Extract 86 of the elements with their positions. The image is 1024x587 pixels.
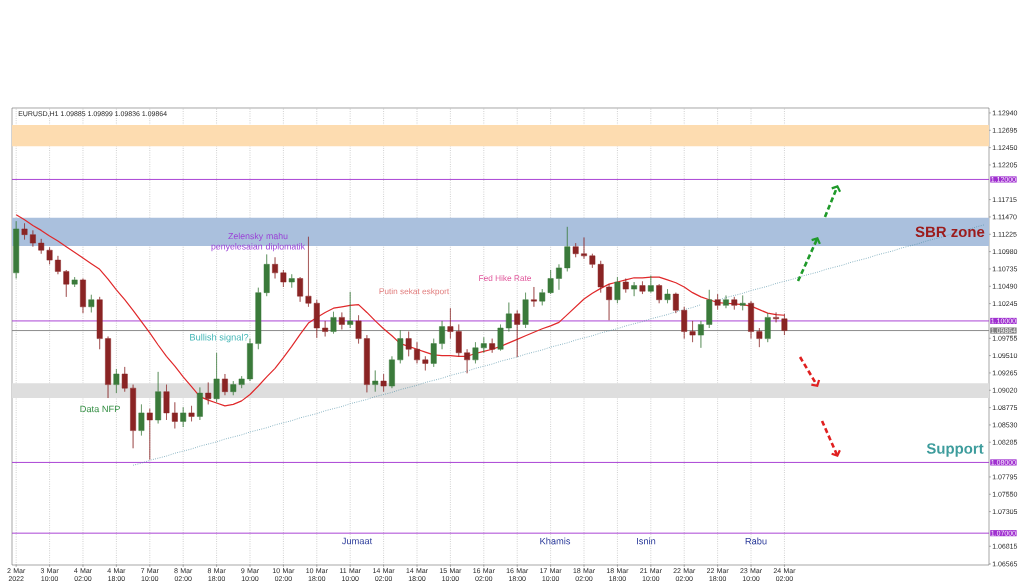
candlestick xyxy=(405,331,412,357)
candlestick xyxy=(222,373,228,396)
candlestick xyxy=(155,371,162,424)
candlestick xyxy=(572,242,579,258)
candlestick xyxy=(706,289,713,329)
candlestick xyxy=(280,269,287,288)
candlestick xyxy=(188,405,195,422)
candlestick xyxy=(639,281,646,295)
candlestick xyxy=(522,292,529,329)
candlestick xyxy=(614,276,621,304)
candlestick xyxy=(372,370,379,392)
candlestick xyxy=(397,329,404,364)
candlestick xyxy=(764,312,771,343)
candlestick xyxy=(723,295,729,309)
candlestick xyxy=(430,338,437,368)
candlestick xyxy=(414,341,420,364)
candlestick xyxy=(330,311,337,334)
candlestick xyxy=(21,223,28,240)
candlestick xyxy=(205,382,212,405)
annotation: Rabu xyxy=(745,537,767,545)
candlestick xyxy=(338,312,345,330)
candlestick xyxy=(180,406,187,428)
candlestick xyxy=(88,294,95,313)
candlestick xyxy=(63,269,70,298)
candlestick xyxy=(29,230,36,247)
candlestick xyxy=(647,275,654,293)
candlestick xyxy=(71,276,78,288)
candlestick xyxy=(355,315,362,344)
candlestick xyxy=(672,292,679,314)
candlestick xyxy=(272,257,278,279)
candlestick xyxy=(698,320,704,349)
candlestick xyxy=(631,281,638,297)
candlestick xyxy=(130,384,136,449)
candlestick xyxy=(138,404,145,436)
candlestick xyxy=(113,368,120,394)
candlestick xyxy=(380,373,387,392)
candlestick xyxy=(773,312,779,323)
candlestick xyxy=(739,295,746,311)
candlestick xyxy=(80,278,86,314)
candlestick xyxy=(514,310,521,358)
candlestick xyxy=(664,288,671,304)
candlestick xyxy=(564,226,571,272)
candlestick xyxy=(196,387,203,421)
candlestick xyxy=(363,334,370,393)
candlestick xyxy=(13,220,20,279)
candlestick xyxy=(297,276,304,303)
candlestick xyxy=(422,356,429,371)
candlestick xyxy=(389,356,395,389)
candlestick xyxy=(96,296,103,350)
candlestick xyxy=(556,264,562,291)
annotation: Isnin xyxy=(637,537,656,545)
annotation: Putin sekat eskport xyxy=(379,288,450,296)
candlestick xyxy=(439,320,445,350)
candlestick xyxy=(464,348,471,374)
candlestick xyxy=(731,296,738,310)
candlestick xyxy=(171,402,178,429)
candlestick xyxy=(489,338,496,354)
annotation: Support xyxy=(926,443,984,457)
candlestick xyxy=(322,320,329,337)
candlestick xyxy=(748,300,754,339)
candlestick xyxy=(121,366,128,392)
candlestick xyxy=(756,327,763,348)
candlestick xyxy=(163,384,170,421)
candlestick xyxy=(622,278,629,293)
candlestick xyxy=(497,324,504,351)
candlestick xyxy=(247,338,253,382)
annotation: Data NFP xyxy=(80,405,120,413)
annotation: Khamis xyxy=(540,537,571,545)
candlestick xyxy=(656,283,663,304)
candlestick xyxy=(347,291,354,329)
annotation: Fed Hike Rate xyxy=(479,274,532,282)
candlestick xyxy=(213,352,220,403)
annotation: Zelensky mahu penyelesaian diplomatik xyxy=(211,232,306,252)
candlestick xyxy=(581,237,587,259)
candlestick xyxy=(530,286,537,308)
candlestick xyxy=(55,255,61,275)
candlestick xyxy=(714,293,721,310)
candlestick xyxy=(146,408,153,460)
candlestick xyxy=(288,273,295,288)
annotation: Jumaat xyxy=(341,537,373,545)
candlestick xyxy=(606,283,612,321)
candlestick xyxy=(105,336,111,399)
candlestick xyxy=(781,313,788,336)
candlestick xyxy=(505,302,512,332)
band-label: SBR zone xyxy=(915,226,985,238)
annotation: Bullish signal? xyxy=(190,333,249,343)
